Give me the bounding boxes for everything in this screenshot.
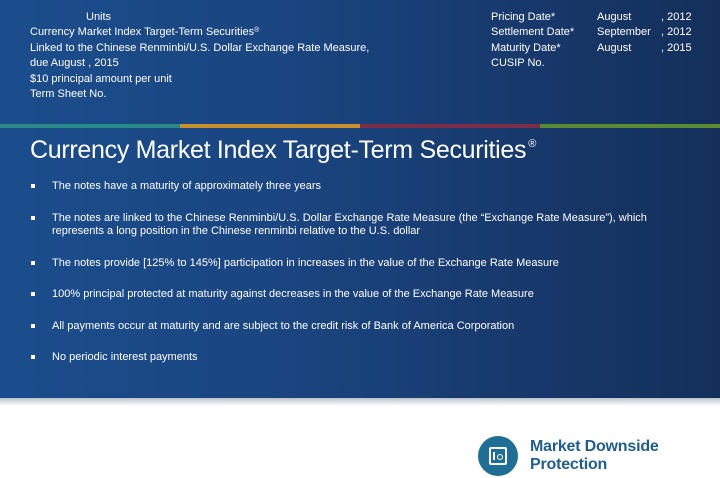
divider-segment	[540, 124, 720, 128]
page-title: Currency Market Index Target-Term Securi…	[30, 136, 537, 164]
list-item: No periodic interest payments	[30, 351, 690, 365]
color-divider	[0, 124, 720, 128]
date-year: , 2012	[661, 11, 692, 23]
list-item: 100% principal protected at maturity aga…	[30, 288, 690, 302]
cusip-label: CUSIP No.	[491, 57, 545, 70]
date-month: August	[597, 41, 632, 54]
security-name-line: Currency Market Index Target-Term Securi…	[30, 26, 260, 39]
logo-line-1: Market Downside	[530, 438, 659, 455]
header-left-info: Units Currency Market Index Target-Term …	[30, 10, 369, 102]
divider-segment	[180, 124, 360, 128]
term-sheet-panel	[0, 0, 720, 398]
panel-shadow	[0, 398, 720, 406]
bullet-square-icon	[31, 323, 35, 328]
key-features-list: The notes have a maturity of approximate…	[30, 180, 690, 383]
date-month: September	[597, 26, 651, 39]
date-label: Pricing Date*	[491, 11, 556, 23]
term-sheet-number-line: Term Sheet No.	[30, 88, 107, 101]
divider-segment	[0, 124, 180, 128]
list-item: The notes provide [125% to 145%] partici…	[30, 257, 690, 271]
due-date-line: due August , 2015	[30, 57, 119, 70]
list-item: The notes have a maturity of approximate…	[30, 180, 690, 194]
safe-icon	[478, 436, 518, 476]
logo-line-2: Protection	[530, 456, 608, 473]
date-month: August	[597, 11, 632, 23]
units-label: Units	[86, 11, 112, 23]
title-registered-mark: ®	[528, 138, 537, 150]
divider-segment	[360, 124, 540, 128]
date-year: , 2012	[661, 26, 692, 39]
bullet-square-icon	[31, 260, 35, 265]
principal-amount-line: $10 principal amount per unit	[30, 72, 172, 85]
list-item: The notes are linked to the Chinese Renm…	[30, 212, 690, 239]
list-item: All payments occur at maturity and are s…	[30, 320, 690, 334]
bullet-square-icon	[31, 184, 35, 188]
market-downside-protection-label: Market Downside Protection	[530, 438, 659, 474]
bullet-square-icon	[31, 355, 35, 359]
bullet-square-icon	[31, 215, 35, 220]
linked-measure-line: Linked to the Chinese Renminbi/U.S. Doll…	[30, 41, 370, 54]
date-year: , 2015	[661, 41, 692, 54]
date-label: Maturity Date*	[491, 41, 561, 54]
registered-mark: ®	[254, 27, 260, 35]
date-label: Settlement Date*	[491, 26, 575, 39]
bullet-square-icon	[31, 292, 35, 296]
